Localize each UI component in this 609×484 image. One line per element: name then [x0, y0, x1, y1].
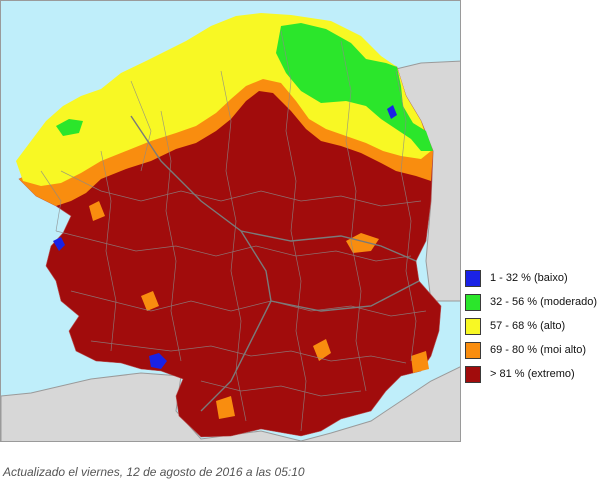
- pocket-moi-alto-3: [411, 351, 429, 373]
- region-moderado: [276, 23, 433, 151]
- region-baixo-3: [387, 105, 397, 119]
- pocket-moi-alto-4: [216, 396, 235, 419]
- region-moderado-west: [56, 119, 83, 136]
- legend-swatch: [465, 342, 481, 359]
- pocket-moi-alto-5: [346, 233, 379, 253]
- legend-label: 57 - 68 % (alto): [490, 320, 566, 332]
- galicia-map: [1, 1, 460, 441]
- legend-item: 32 - 56 % (moderado): [463, 293, 609, 313]
- pocket-moi-alto-2: [313, 339, 331, 361]
- map-legend: 1 - 32 % (baixo) 32 - 56 % (moderado) 57 -…: [463, 269, 609, 389]
- risk-map: [0, 0, 461, 442]
- region-baixo-2: [149, 353, 167, 369]
- legend-swatch: [465, 318, 481, 335]
- legend-item: > 81 % (extremo): [463, 365, 609, 385]
- legend-label: 1 - 32 % (baixo): [490, 272, 568, 284]
- legend-item: 1 - 32 % (baixo): [463, 269, 609, 289]
- legend-swatch: [465, 366, 481, 383]
- pocket-moi-alto-6: [89, 201, 105, 221]
- legend-swatch: [465, 270, 481, 287]
- update-caption: Actualizado el viernes, 12 de agosto de …: [3, 465, 305, 479]
- province-borders: [130, 115, 420, 412]
- legend-item: 57 - 68 % (alto): [463, 317, 609, 337]
- region-baixo-1: [53, 237, 65, 251]
- legend-label: 32 - 56 % (moderado): [490, 296, 597, 308]
- legend-label: > 81 % (extremo): [490, 368, 575, 380]
- municipal-borders: [40, 30, 427, 432]
- legend-swatch: [465, 294, 481, 311]
- pocket-moi-alto-1: [141, 291, 159, 311]
- legend-item: 69 - 80 % (moi alto): [463, 341, 609, 361]
- legend-label: 69 - 80 % (moi alto): [490, 344, 586, 356]
